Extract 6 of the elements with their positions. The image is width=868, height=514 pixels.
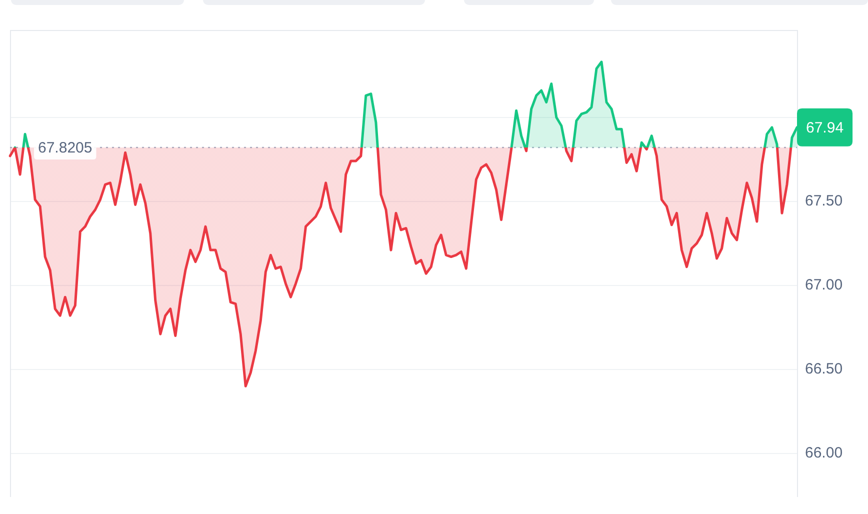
y-tick-label: 66.00	[805, 444, 843, 462]
text: 67.94	[806, 120, 844, 137]
y-tick-label: 67.50	[805, 192, 843, 210]
ref-line-label: 67.8205	[38, 140, 92, 157]
y-tick-label: 66.50	[805, 360, 843, 378]
y-tick-label: 67.00	[805, 276, 843, 294]
